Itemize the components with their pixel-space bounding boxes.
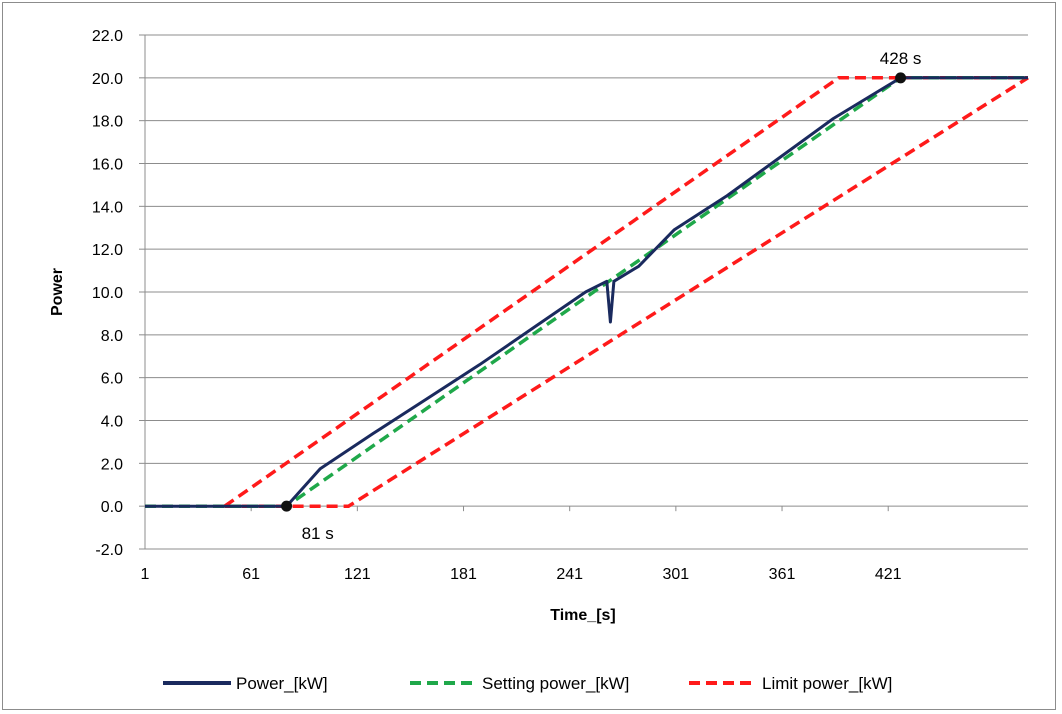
y-tick-label: 18.0 [92,114,123,131]
x-tick-label: 361 [769,566,796,583]
x-tick-label: 1 [141,566,150,583]
annotation-label: 428 s [880,49,922,68]
y-tick-label: 0.0 [101,499,123,516]
x-tick-label: 121 [344,566,371,583]
legend-label: Setting power_[kW] [482,674,629,693]
legend: Power_[kW] Setting power_[kW] Limit power_… [163,674,892,693]
y-tick-label: 8.0 [101,328,123,345]
axis-layer: -2.0 0.0 2.0 4.0 6.0 8.0 10.0 12.0 14.0 16.0 18.0 2… [92,28,1028,583]
y-tick-label: 10.0 [92,285,123,302]
x-axis-title: Time_[s] [550,607,616,624]
x-tick-label: 181 [450,566,477,583]
x-tick-label: 421 [875,566,902,583]
x-tick-label: 301 [663,566,690,583]
annotation-label: 81 s [302,524,334,543]
y-axis-title: Power [49,268,66,316]
y-tick-label: 22.0 [92,28,123,45]
y-tick-label: 6.0 [101,371,123,388]
y-tick-label: 14.0 [92,199,123,216]
y-tick-label: 16.0 [92,157,123,174]
series-layer [145,76,1029,508]
series-power [145,76,1028,508]
annotation-marker [281,500,293,512]
grid-layer [145,34,1028,550]
y-tick-label: 2.0 [101,456,123,473]
y-tick-label: 12.0 [92,242,123,259]
legend-label: Power_[kW] [236,674,328,693]
x-tick-label: 241 [556,566,583,583]
y-tick-label: -2.0 [95,542,123,559]
y-tick-label: 20.0 [92,71,123,88]
y-tick-label: 4.0 [101,414,123,431]
annotation-marker [895,72,907,84]
legend-label: Limit power_[kW] [762,674,892,693]
annotation-layer: 81 s 428 s [281,49,921,543]
x-tick-label: 61 [242,566,260,583]
